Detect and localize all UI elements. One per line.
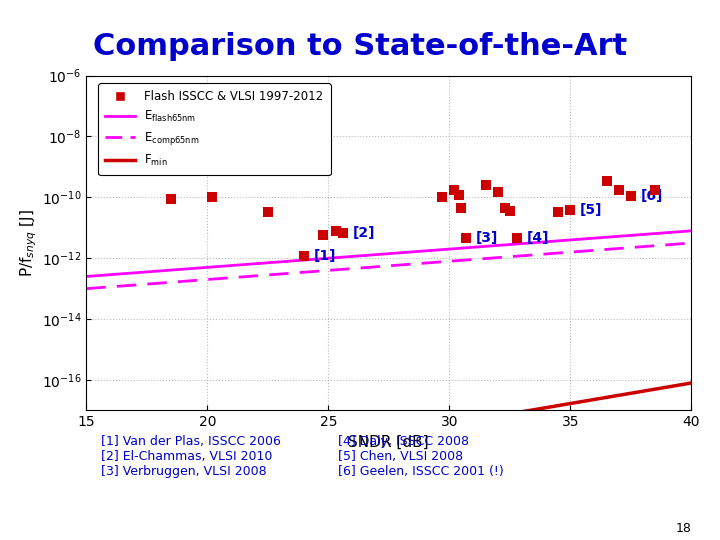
Point bbox=[492, 188, 503, 197]
X-axis label: SNDR [dB]: SNDR [dB] bbox=[348, 435, 429, 450]
Point bbox=[600, 177, 612, 185]
Point bbox=[564, 206, 576, 214]
Point bbox=[298, 252, 310, 260]
Point bbox=[318, 230, 329, 239]
Text: [4] Daly, ISSCC 2008
[5] Chen, VLSI 2008
[6] Geelen, ISSCC 2001 (!): [4] Daly, ISSCC 2008 [5] Chen, VLSI 2008… bbox=[338, 435, 504, 478]
Text: [5]: [5] bbox=[580, 203, 603, 217]
Text: [1]: [1] bbox=[314, 249, 336, 263]
Point bbox=[511, 234, 523, 242]
Y-axis label: P/f$_{snyq}$ [J]: P/f$_{snyq}$ [J] bbox=[19, 209, 39, 277]
Text: [6]: [6] bbox=[640, 189, 663, 203]
Point bbox=[166, 195, 177, 204]
Point bbox=[625, 192, 636, 200]
Point bbox=[337, 229, 348, 238]
Point bbox=[499, 204, 510, 212]
Point bbox=[207, 192, 218, 201]
Text: [1] Van der Plas, ISSCC 2006
[2] El-Chammas, VLSI 2010
[3] Verbruggen, VLSI 2008: [1] Van der Plas, ISSCC 2006 [2] El-Cham… bbox=[101, 435, 281, 478]
Point bbox=[461, 234, 472, 242]
Text: 18: 18 bbox=[675, 522, 691, 535]
Point bbox=[436, 193, 448, 201]
Legend: Flash ISSCC & VLSI 1997-2012, E$_{\rm flash65nm}$, E$_{\rm comp65nm}$, F$_{\rm m: Flash ISSCC & VLSI 1997-2012, E$_{\rm fl… bbox=[99, 83, 330, 176]
Point bbox=[456, 204, 467, 212]
Text: [3]: [3] bbox=[476, 231, 498, 245]
Point bbox=[262, 208, 274, 217]
Point bbox=[480, 181, 491, 190]
Point bbox=[449, 185, 460, 194]
Text: Comparison to State-of-the-Art: Comparison to State-of-the-Art bbox=[93, 32, 627, 62]
Text: [2]: [2] bbox=[353, 226, 375, 240]
Point bbox=[552, 208, 564, 217]
Text: [4]: [4] bbox=[527, 231, 549, 245]
Point bbox=[330, 226, 341, 235]
Point bbox=[453, 191, 464, 199]
Point bbox=[504, 207, 516, 215]
Point bbox=[613, 185, 624, 194]
Point bbox=[649, 185, 661, 194]
